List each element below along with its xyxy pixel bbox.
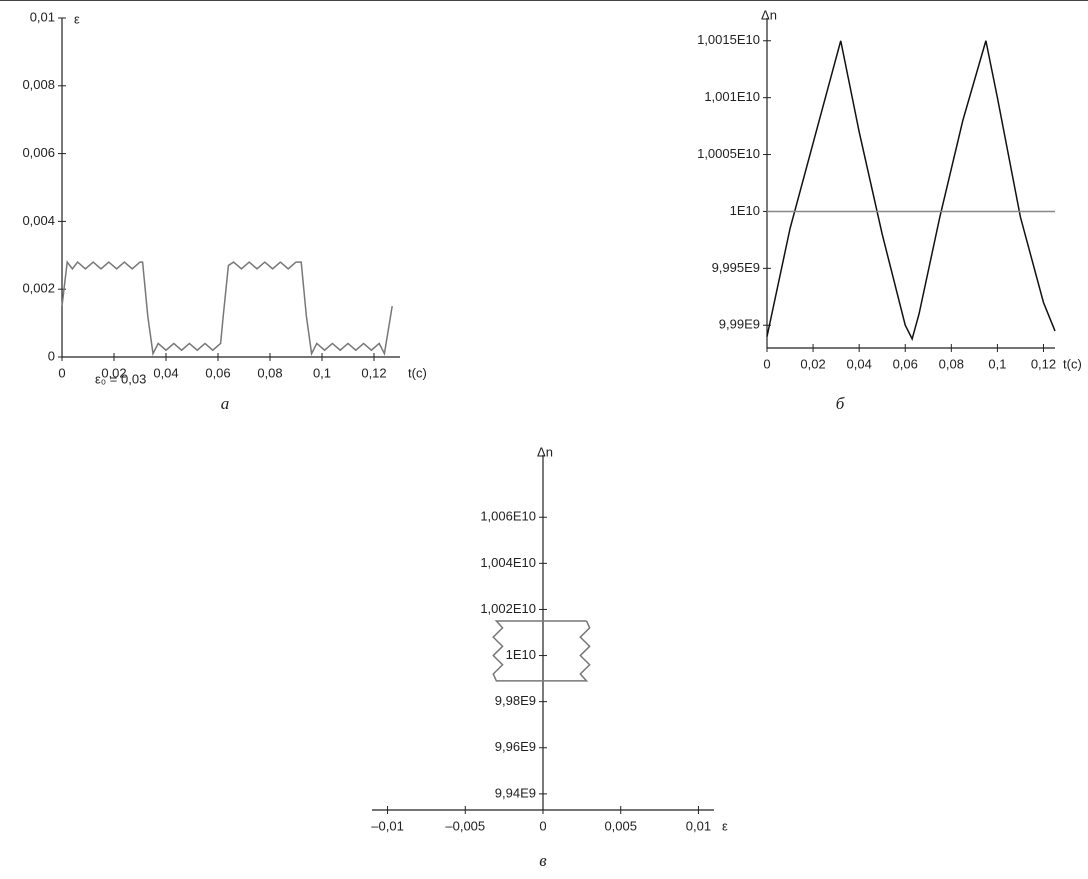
y-tick-label: 9,94E9 (495, 785, 536, 800)
y-tick-label: 1,0005E10 (697, 146, 760, 161)
x-tick-label: 0,005 (604, 818, 637, 833)
y-tick-label: 0,01 (30, 9, 55, 24)
x-tick-label: 0,08 (939, 356, 964, 371)
y-tick-label: 9,995E9 (712, 260, 760, 275)
x-tick-label: 0,1 (988, 356, 1006, 371)
x-axis-label: t(c) (408, 365, 427, 380)
y-tick-label: 1,002E10 (480, 601, 536, 616)
data-line (766, 40, 1056, 341)
y-tick-label: 0,004 (22, 213, 55, 228)
caption: б (836, 394, 845, 413)
x-tick-label: 0,02 (101, 365, 126, 380)
y-tick-label: 9,99E9 (719, 317, 760, 332)
y-tick-label: 0 (48, 348, 55, 363)
x-axis-label: ε (722, 818, 728, 833)
y-tick-label: 1E10 (506, 647, 536, 662)
y-tick-label: 0,006 (22, 145, 55, 160)
y-tick-label: 9,96E9 (495, 739, 536, 754)
y-axis-label: ε (74, 11, 80, 26)
caption: а (221, 394, 230, 413)
x-axis-label: t(c) (1063, 356, 1082, 371)
x-tick-label: 0,06 (205, 365, 230, 380)
x-tick-label: 0,04 (153, 365, 178, 380)
x-tick-label: –0,01 (371, 818, 404, 833)
x-tick-label: 0,12 (361, 365, 386, 380)
x-tick-label: 0,02 (800, 356, 825, 371)
x-tick-label: 0,04 (847, 356, 872, 371)
data-line (61, 260, 393, 357)
y-tick-label: 1E10 (730, 203, 760, 218)
y-axis-label: Δn (537, 444, 553, 459)
y-tick-label: 1,0015E10 (697, 32, 760, 47)
x-tick-label: 0 (763, 356, 770, 371)
x-tick-label: 0,01 (686, 818, 711, 833)
y-tick-label: 1,001E10 (704, 89, 760, 104)
y-axis-label: Δn (761, 7, 777, 22)
caption: в (539, 851, 547, 870)
annotation: ε₀ = 0,03 (95, 371, 146, 386)
y-tick-label: 0,008 (22, 77, 55, 92)
x-tick-label: 0,06 (893, 356, 918, 371)
x-tick-label: 0 (539, 818, 546, 833)
y-tick-label: 1,004E10 (480, 555, 536, 570)
y-tick-label: 9,98E9 (495, 693, 536, 708)
x-tick-label: –0,005 (445, 818, 485, 833)
x-tick-label: 0,12 (1031, 356, 1056, 371)
data-line (492, 620, 591, 682)
x-tick-label: 0 (58, 365, 65, 380)
y-tick-label: 1,006E10 (480, 509, 536, 524)
x-tick-label: 0,1 (313, 365, 331, 380)
x-tick-label: 0,08 (257, 365, 282, 380)
y-tick-label: 0,002 (22, 281, 55, 296)
